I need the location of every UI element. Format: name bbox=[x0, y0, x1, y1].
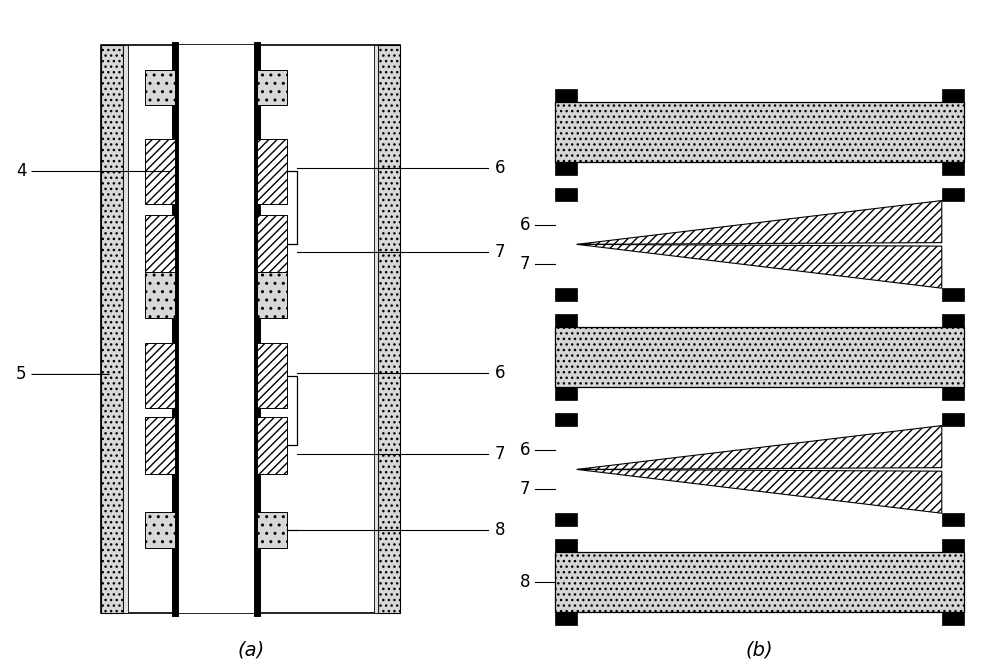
Polygon shape bbox=[555, 102, 964, 162]
Text: 8: 8 bbox=[495, 521, 506, 539]
Polygon shape bbox=[145, 139, 175, 204]
Text: (b): (b) bbox=[745, 640, 773, 659]
Text: 7: 7 bbox=[495, 445, 506, 463]
Text: 6: 6 bbox=[495, 159, 506, 177]
Polygon shape bbox=[555, 552, 964, 612]
Polygon shape bbox=[555, 162, 577, 175]
Polygon shape bbox=[942, 539, 964, 552]
Polygon shape bbox=[555, 612, 577, 625]
Text: (a): (a) bbox=[237, 640, 264, 659]
Polygon shape bbox=[577, 469, 942, 513]
Polygon shape bbox=[942, 89, 964, 102]
Polygon shape bbox=[555, 412, 577, 426]
Polygon shape bbox=[942, 188, 964, 201]
Polygon shape bbox=[257, 261, 287, 317]
Polygon shape bbox=[145, 216, 175, 272]
Polygon shape bbox=[577, 201, 942, 244]
Text: 7: 7 bbox=[519, 479, 530, 498]
Polygon shape bbox=[257, 139, 287, 204]
Polygon shape bbox=[257, 70, 287, 105]
Polygon shape bbox=[942, 288, 964, 301]
Polygon shape bbox=[145, 261, 175, 317]
Polygon shape bbox=[942, 314, 964, 327]
Polygon shape bbox=[555, 89, 577, 102]
Polygon shape bbox=[257, 343, 287, 408]
Polygon shape bbox=[145, 513, 175, 548]
Polygon shape bbox=[555, 314, 577, 327]
Text: 7: 7 bbox=[495, 244, 506, 262]
Polygon shape bbox=[374, 45, 378, 613]
Text: 6: 6 bbox=[519, 441, 530, 459]
Polygon shape bbox=[555, 539, 577, 552]
Polygon shape bbox=[257, 417, 287, 473]
Polygon shape bbox=[145, 417, 175, 473]
Polygon shape bbox=[257, 216, 287, 272]
Polygon shape bbox=[942, 513, 964, 526]
Polygon shape bbox=[942, 386, 964, 400]
Polygon shape bbox=[577, 426, 942, 469]
Text: 6: 6 bbox=[495, 364, 506, 382]
Polygon shape bbox=[257, 513, 287, 548]
Polygon shape bbox=[555, 386, 577, 400]
Polygon shape bbox=[555, 288, 577, 301]
Polygon shape bbox=[942, 412, 964, 426]
Polygon shape bbox=[123, 45, 128, 613]
Polygon shape bbox=[378, 45, 400, 613]
Polygon shape bbox=[145, 70, 175, 105]
Polygon shape bbox=[555, 513, 577, 526]
Polygon shape bbox=[101, 45, 400, 613]
Text: 5: 5 bbox=[16, 365, 109, 383]
Polygon shape bbox=[145, 343, 175, 408]
Text: 6: 6 bbox=[519, 216, 530, 234]
Text: 8: 8 bbox=[519, 573, 530, 591]
Polygon shape bbox=[942, 612, 964, 625]
Text: 7: 7 bbox=[519, 255, 530, 273]
Polygon shape bbox=[101, 45, 123, 613]
Polygon shape bbox=[942, 162, 964, 175]
Polygon shape bbox=[555, 188, 577, 201]
Polygon shape bbox=[555, 327, 964, 386]
Polygon shape bbox=[577, 244, 942, 288]
Polygon shape bbox=[179, 45, 254, 613]
Text: 4: 4 bbox=[16, 163, 171, 181]
